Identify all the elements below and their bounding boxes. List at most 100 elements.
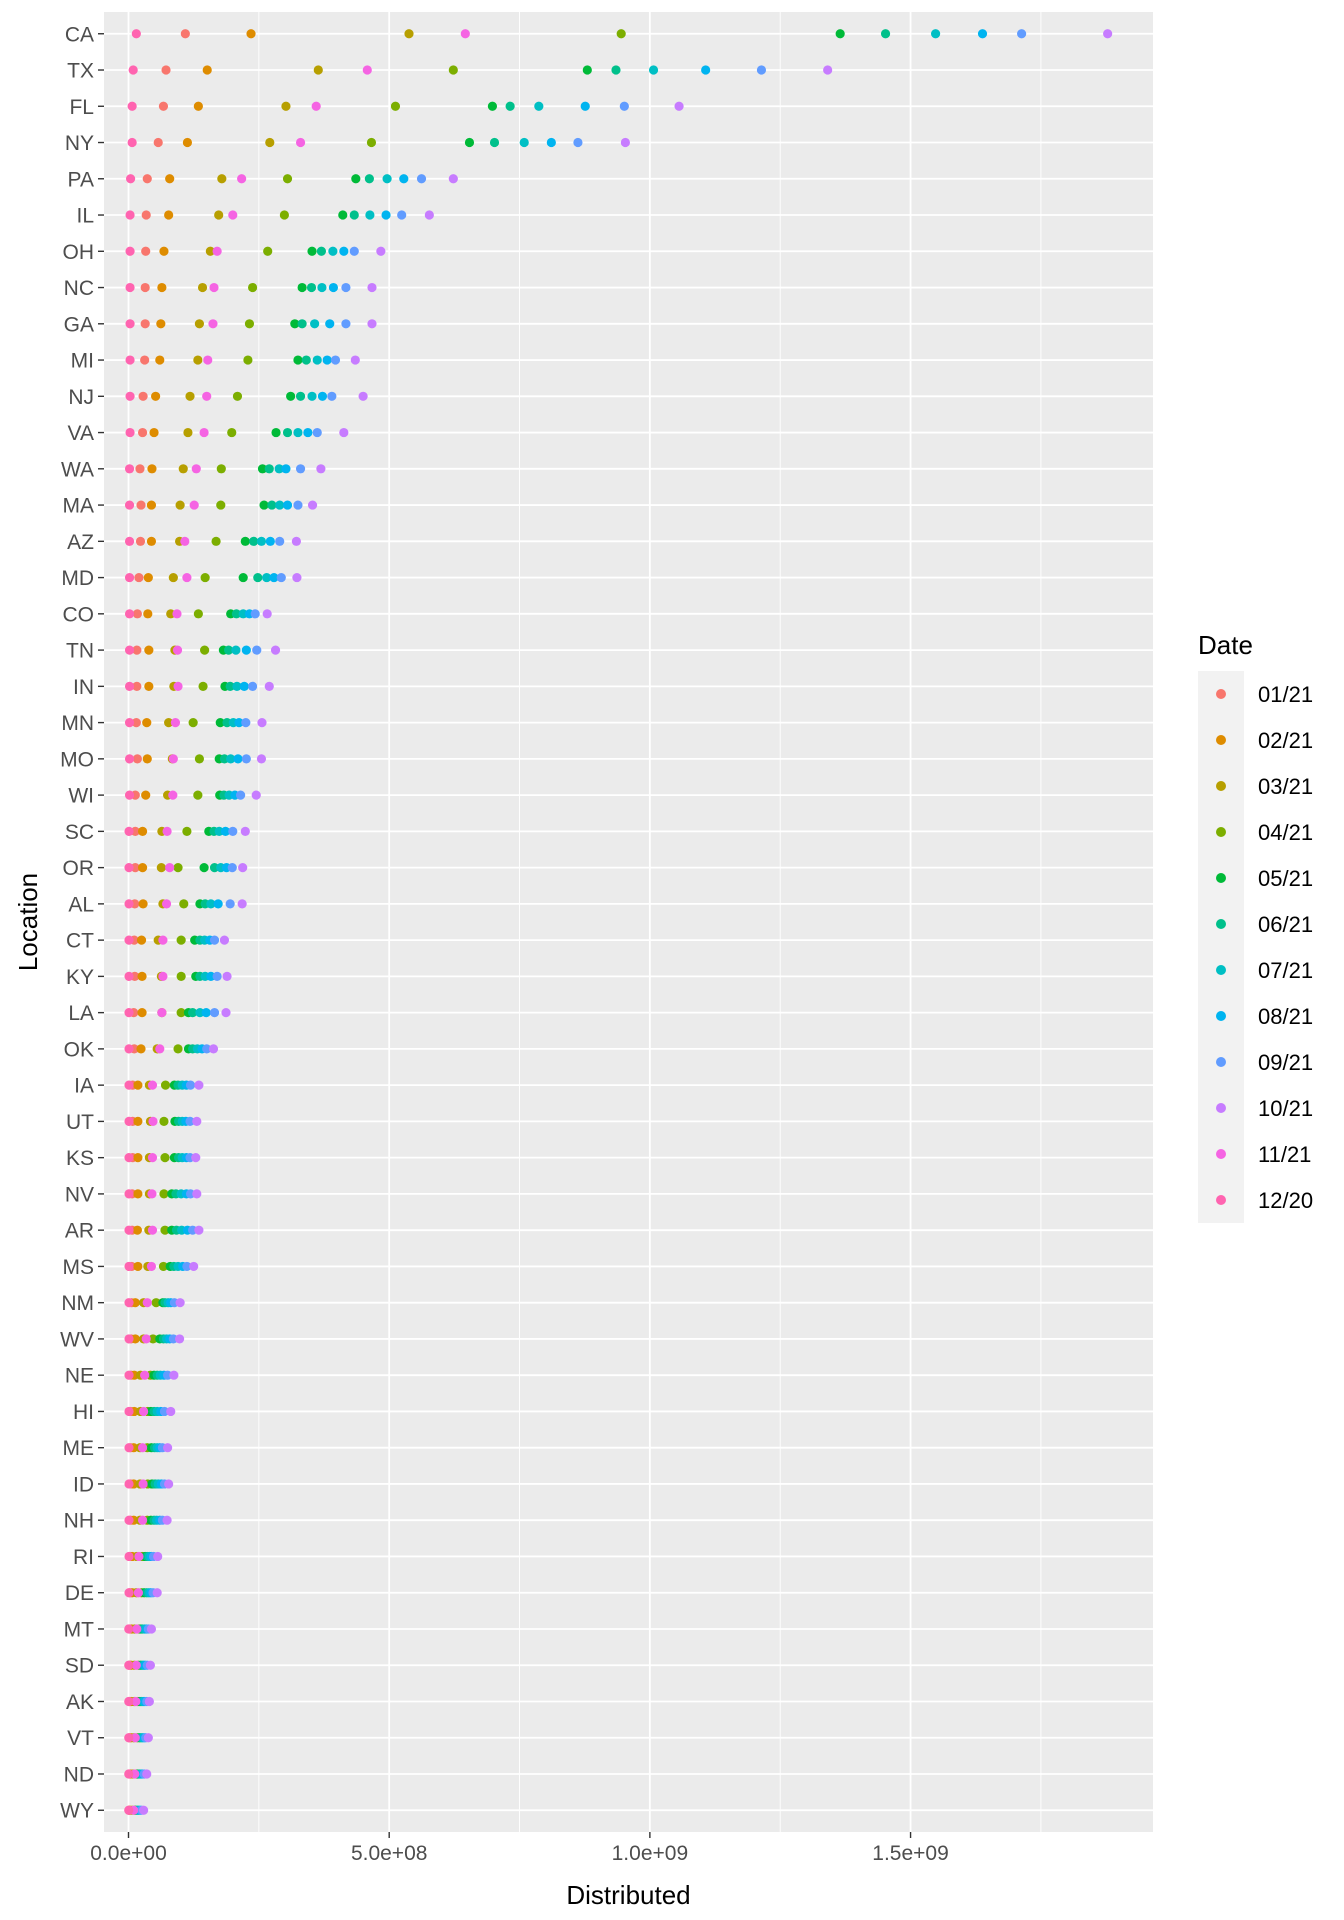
data-point-mi-12-20 [125, 355, 135, 365]
data-point-az-04-21 [211, 536, 221, 546]
data-point-ok-12-20 [124, 1044, 134, 1054]
data-point-fl-03-21 [281, 101, 291, 111]
y-tick-label: NE [65, 1365, 94, 1388]
y-tick-label: WY [60, 1800, 94, 1823]
data-point-ky-09-21 [212, 971, 222, 981]
legend-label: 12/20 [1258, 1188, 1313, 1213]
data-point-ny-04-21 [366, 137, 377, 148]
data-point-il-05-21 [338, 210, 348, 220]
data-point-nj-11-21 [202, 391, 212, 401]
data-point-va-02-21 [149, 427, 159, 438]
data-point-tx-03-21 [313, 65, 323, 75]
x-tick-label: 1.0e+09 [612, 1842, 689, 1865]
y-tick-label: WA [61, 458, 94, 481]
data-point-ca-12-20 [131, 29, 141, 39]
data-point-ms-04-21 [158, 1261, 169, 1272]
legend-label: 01/21 [1258, 682, 1313, 707]
y-tick-label: TN [66, 640, 94, 663]
data-point-mo-11-21 [168, 754, 178, 764]
y-tick-label: LA [68, 1002, 94, 1025]
data-point-mn-08-21 [234, 718, 244, 728]
data-point-ca-05-21 [835, 29, 845, 39]
data-point-nd-12-20 [124, 1769, 134, 1779]
data-point-ut-10-21 [192, 1116, 202, 1126]
data-point-nm-11-21 [142, 1298, 152, 1308]
data-point-mo-02-21 [142, 754, 152, 764]
data-point-ma-02-21 [146, 500, 157, 510]
data-point-de-10-21 [152, 1588, 162, 1598]
data-point-id-10-21 [164, 1479, 174, 1489]
data-point-md-11-21 [182, 572, 192, 583]
data-point-me-12-20 [124, 1443, 134, 1453]
data-point-tx-06-21 [611, 65, 621, 75]
legend-key [1216, 1103, 1226, 1113]
data-point-fl-11-21 [311, 101, 321, 111]
data-point-il-01-21 [141, 210, 151, 220]
data-point-mt-11-21 [132, 1624, 142, 1634]
data-point-wv-04-21 [148, 1334, 158, 1344]
data-point-ok-11-21 [155, 1044, 165, 1054]
data-point-mn-04-21 [188, 718, 198, 728]
data-point-la-11-21 [157, 1008, 167, 1018]
data-point-mi-01-21 [140, 355, 150, 365]
data-point-pa-12-20 [125, 174, 136, 184]
data-point-ri-11-21 [134, 1551, 144, 1562]
data-point-wi-12-20 [124, 790, 135, 800]
data-point-de-12-20 [124, 1588, 134, 1598]
legend-key-background [1198, 671, 1244, 1223]
data-point-ny-10-21 [620, 137, 630, 148]
data-point-in-07-21 [232, 681, 242, 691]
data-point-wa-04-21 [216, 464, 226, 474]
y-tick-label: MD [61, 567, 94, 590]
data-point-mo-12-20 [124, 754, 135, 764]
data-point-tn-02-21 [144, 645, 154, 655]
data-point-mi-09-21 [330, 355, 341, 365]
data-point-tx-02-21 [202, 65, 212, 75]
y-tick-label: FL [69, 96, 94, 119]
data-point-ks-12-20 [124, 1153, 134, 1163]
data-point-ga-10-21 [367, 319, 377, 329]
data-point-ca-09-21 [1017, 29, 1027, 39]
data-point-co-11-21 [172, 609, 182, 619]
data-point-al-02-21 [138, 899, 148, 909]
data-point-ct-10-21 [219, 935, 230, 945]
data-point-nv-04-21 [159, 1189, 169, 1199]
data-point-ga-12-20 [125, 319, 135, 329]
data-point-wi-02-21 [141, 790, 151, 800]
data-point-oh-01-21 [141, 246, 151, 256]
data-point-co-02-21 [143, 609, 153, 619]
data-point-ks-02-21 [133, 1153, 143, 1163]
data-point-ms-11-21 [146, 1261, 157, 1272]
legend-entries: 01/21 02/21 03/21 04/21 05/21 06/21 07/21 08/21… [1216, 682, 1313, 1213]
data-point-nc-05-21 [297, 282, 307, 293]
data-point-mn-10-21 [257, 718, 267, 728]
data-point-al-08-21 [213, 899, 223, 909]
y-tick-label: SC [65, 821, 94, 844]
data-point-nc-02-21 [157, 282, 167, 293]
data-point-ca-07-21 [930, 29, 941, 39]
data-point-az-12-20 [124, 536, 135, 546]
data-point-az-08-21 [265, 536, 275, 546]
data-point-mn-09-21 [241, 718, 251, 728]
data-point-al-04-21 [179, 899, 189, 909]
data-point-tn-06-21 [224, 645, 234, 655]
data-point-nj-10-21 [358, 391, 368, 401]
data-point-or-05-21 [199, 863, 209, 873]
data-point-al-09-21 [225, 899, 235, 909]
data-point-vt-12-20 [124, 1733, 134, 1743]
data-point-sd-12-20 [124, 1660, 134, 1670]
data-point-nm-10-21 [175, 1298, 185, 1308]
data-point-fl-12-20 [127, 101, 137, 111]
data-point-md-03-21 [168, 572, 178, 583]
data-point-az-01-21 [135, 536, 146, 546]
data-point-ut-09-21 [185, 1116, 195, 1126]
data-point-ca-04-21 [616, 29, 626, 39]
data-point-in-09-21 [247, 681, 258, 691]
data-point-ms-02-21 [133, 1261, 143, 1272]
legend-key [1216, 827, 1226, 837]
data-point-va-11-21 [199, 427, 209, 438]
y-tick-label: NC [64, 277, 94, 300]
data-point-mn-12-20 [124, 718, 135, 728]
data-point-ma-12-20 [124, 500, 135, 510]
data-points [124, 29, 1113, 1815]
